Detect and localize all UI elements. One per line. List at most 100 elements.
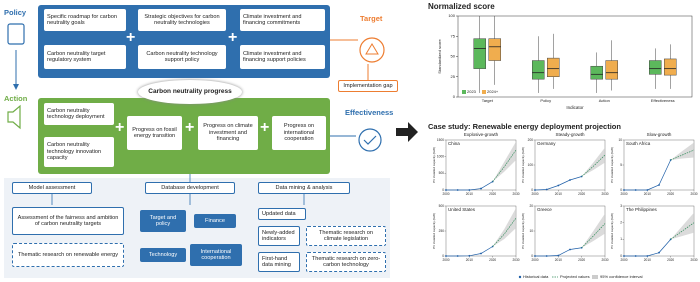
x-tick-label: 2030 (690, 258, 697, 262)
x-tick-label: 2030 (601, 258, 608, 262)
effectiveness-icon (363, 135, 377, 145)
effectiveness-icon (358, 128, 382, 152)
implementation-gap: Implementation gap (338, 80, 398, 92)
series-line (446, 181, 493, 191)
y-axis-label: PV installed capacity (GW) (432, 213, 436, 249)
x-tick-label: 2020 (667, 192, 674, 196)
database-item: International cooperation (190, 244, 242, 266)
plot-frame (623, 139, 695, 191)
data-point (634, 255, 637, 257)
series-line (670, 149, 695, 161)
series-line (492, 149, 517, 182)
y-axis-label: PV installed capacity (GW) (432, 147, 436, 183)
confidence-band (492, 141, 516, 182)
y-axis-label: PV installed capacity (GW) (610, 213, 614, 249)
data-point (445, 255, 447, 257)
y-tick-label: 0 (620, 254, 622, 258)
x-tick-label: 2000 (620, 192, 627, 196)
y-tick-label: 1500 (437, 138, 444, 142)
progress-oval: Carbon neutrality progress (138, 80, 242, 104)
database-item: Finance (194, 214, 236, 228)
assessment-item: Thematic research on renewable energy (12, 243, 124, 267)
legend-swatch (482, 90, 486, 94)
series-line (534, 176, 582, 191)
data-point (534, 189, 536, 191)
x-tick-label: 2000 (620, 258, 627, 262)
box (532, 60, 545, 80)
x-tick-label: Policy (540, 98, 551, 103)
legend-label: 95% confidence interval (600, 274, 643, 279)
y-tick-label: 1000 (437, 155, 444, 159)
confidence-band (492, 208, 516, 247)
series-line (581, 223, 606, 248)
data-point (623, 189, 625, 191)
x-tick-label: 2010 (466, 258, 473, 262)
x-tick-label: 2000 (442, 258, 449, 262)
y-tick-label: 500 (439, 204, 445, 208)
x-tick-label: 2020 (578, 258, 585, 262)
method: Model assessment (12, 182, 92, 194)
plus-sign: + (185, 119, 195, 136)
x-tick-label: 2030 (601, 192, 608, 196)
action-item: Carbon neutrality technology innovation … (44, 137, 114, 167)
action-item: Progress on fossil energy transition (127, 116, 182, 150)
action-label: Action (4, 94, 28, 103)
policy-item: Specific roadmap for carbon neutrality g… (44, 9, 126, 31)
y-axis-label: PV installed capacity (GW) (521, 213, 525, 249)
box (664, 58, 677, 76)
legend-swatch (462, 90, 466, 94)
legend-label: 2023 (467, 89, 477, 94)
data-point (658, 251, 660, 254)
y-axis-label: PV installed capacity (GW) (521, 147, 525, 183)
data-point (480, 252, 482, 255)
plus-sign: + (260, 119, 270, 136)
y-tick-label: 10 (618, 138, 622, 142)
y-tick-label: 50 (451, 54, 456, 59)
legend-swatch (518, 275, 522, 279)
series-line (581, 154, 606, 177)
data-point (658, 184, 660, 186)
x-tick-label: Target (482, 98, 494, 103)
method: Data mining & analysis (258, 182, 350, 194)
x-tick-label: 2030 (512, 258, 519, 262)
policy-item: Carbon neutrality target regulatory syst… (44, 45, 126, 69)
y-tick-label: 0 (531, 254, 533, 258)
plot-frame (445, 139, 517, 191)
data-point (557, 184, 560, 187)
target-icon (365, 43, 379, 55)
x-tick-label: 2000 (531, 192, 538, 196)
data-point (569, 248, 571, 251)
group-heading: Slow-growth (647, 132, 672, 137)
data-point (569, 179, 571, 181)
x-tick-label: 2010 (466, 192, 473, 196)
big-arrow (396, 122, 418, 142)
data-point (623, 255, 625, 257)
data-point (445, 189, 447, 191)
box (590, 65, 603, 80)
x-tick-label: Effectiveness (651, 98, 675, 103)
y-tick-label: 100 (448, 13, 455, 18)
y-tick-label: 500 (439, 171, 445, 175)
action-icon (7, 104, 21, 130)
data-item: Newly-added indicators (258, 226, 300, 246)
x-tick-label: 2020 (578, 192, 585, 196)
x-axis-label: Indicator (566, 105, 584, 110)
data-point (646, 189, 649, 191)
data-item: First-hand data mining (258, 252, 300, 272)
arrow-head (13, 84, 19, 90)
x-tick-label: 2030 (690, 192, 697, 196)
series-line (624, 159, 671, 191)
action-item: Progress on climate investment and finan… (198, 116, 258, 150)
action-item: Carbon neutrality technology deployment (44, 103, 114, 125)
method: Database development (145, 182, 235, 194)
x-tick-label: 2010 (644, 258, 651, 262)
y-axis-label: Standardized score (437, 38, 442, 73)
data-point (557, 254, 560, 257)
box (649, 60, 662, 75)
data-point (646, 255, 649, 257)
series-line (670, 222, 695, 240)
policy-item: Climate investment and financing commitm… (240, 9, 325, 31)
y-tick-label: 0 (442, 188, 444, 192)
